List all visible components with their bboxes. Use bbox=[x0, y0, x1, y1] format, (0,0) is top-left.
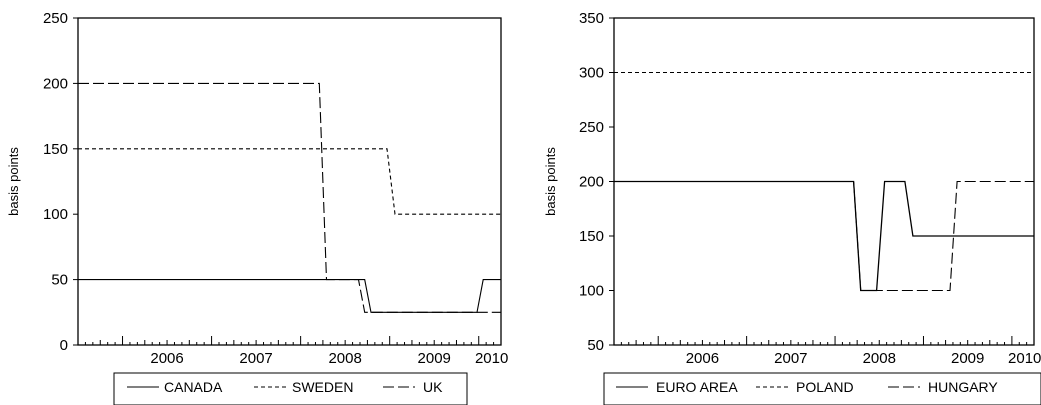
x-tick-label: 2006 bbox=[686, 350, 719, 367]
x-tick-label: 2010 bbox=[1008, 350, 1041, 367]
legend: EURO AREA POLAND HUNGARY bbox=[603, 372, 1041, 405]
plot-frame bbox=[77, 17, 502, 346]
legend-label: HUNGARY bbox=[928, 379, 998, 395]
y-tick-label: 100 bbox=[579, 283, 604, 300]
series-line-uk bbox=[78, 82, 501, 313]
y-tick-label: 200 bbox=[579, 174, 604, 191]
y-tick-label: 50 bbox=[587, 337, 604, 354]
chart-1: 0 50 100 150 200 250 basis points 2006 2007 2008 2… bbox=[6, 10, 508, 405]
series-line-canada bbox=[78, 279, 501, 313]
x-tick-label: 2006 bbox=[150, 350, 183, 367]
x-tick-label: 2010 bbox=[475, 350, 508, 367]
y-tick-label: 300 bbox=[579, 65, 604, 82]
y-tick-label: 250 bbox=[579, 119, 604, 136]
x-tick-label: 2009 bbox=[951, 350, 984, 367]
chart-2: 50 100 150 200 250 300 350 basis points 2006 2007… bbox=[543, 10, 1041, 405]
legend-label: UK bbox=[423, 379, 443, 395]
legend: CANADA SWEDEN UK bbox=[113, 372, 468, 405]
x-tick-label: 2008 bbox=[328, 350, 361, 367]
y-axis-label: basis points bbox=[543, 147, 558, 216]
y-tick-label: 100 bbox=[43, 206, 68, 223]
x-tick-label: 2007 bbox=[774, 350, 807, 367]
legend-box bbox=[113, 372, 468, 405]
y-tick-label: 200 bbox=[43, 75, 68, 92]
y-axis-label: basis points bbox=[6, 147, 21, 216]
legend-box bbox=[603, 372, 1041, 405]
y-tick-label: 0 bbox=[60, 337, 68, 354]
y-tick-label: 150 bbox=[579, 228, 604, 245]
x-tick-label: 2008 bbox=[863, 350, 896, 367]
x-tick-label: 2009 bbox=[418, 350, 451, 367]
y-tick-label: 150 bbox=[43, 141, 68, 158]
y-tick-label: 50 bbox=[51, 272, 68, 289]
legend-label: CANADA bbox=[164, 379, 223, 395]
y-tick-label: 250 bbox=[43, 10, 68, 27]
legend-label: SWEDEN bbox=[292, 379, 353, 395]
series-line-sweden bbox=[78, 148, 501, 215]
legend-label: EURO AREA bbox=[656, 379, 738, 395]
series-line-euro-area bbox=[614, 180, 1034, 292]
legend-label: POLAND bbox=[796, 379, 854, 395]
series-line-hungary bbox=[614, 180, 1034, 292]
y-tick-label: 350 bbox=[579, 10, 604, 27]
x-tick-label: 2007 bbox=[239, 350, 272, 367]
